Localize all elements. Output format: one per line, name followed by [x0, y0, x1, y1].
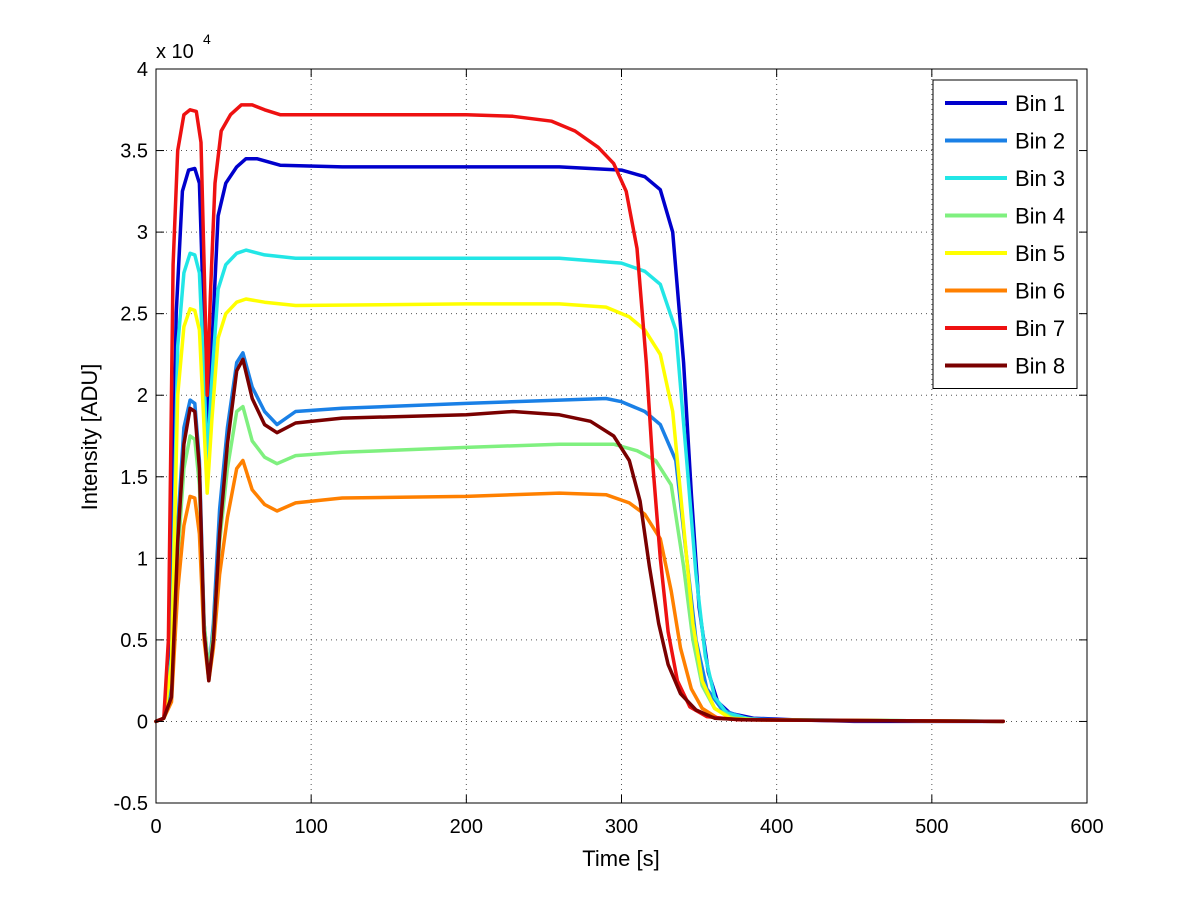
y-tick-label: 1	[137, 548, 148, 570]
y-tick-label: 2	[137, 385, 148, 407]
series-line-bin-3	[154, 248, 1005, 724]
plot-area	[156, 69, 1087, 803]
ticks	[155, 68, 1088, 804]
y-tick-label: 3	[137, 222, 148, 244]
legend-label: Bin 4	[1015, 204, 1065, 229]
y-axis-label: Intensity [ADU]	[77, 364, 102, 511]
series-line-bin-5	[154, 297, 1005, 724]
x-axis-label: Time [s]	[582, 846, 659, 871]
series-line-bin-8	[154, 357, 1005, 724]
series-line-bin-6	[154, 458, 1005, 724]
series-layer	[154, 103, 1005, 724]
x-tick-label: 300	[605, 816, 638, 838]
y-tick-label: -0.5	[114, 793, 148, 815]
tick-labels: 0 100 200 300 400 500 600-0.500.511.522.533.54	[114, 59, 1104, 838]
y-exponent-power: 4	[203, 31, 211, 47]
x-tick-label: 0	[150, 816, 161, 838]
x-tick-label: 200	[450, 816, 483, 838]
y-tick-label: 0.5	[120, 630, 148, 652]
x-tick-label: 500	[915, 816, 948, 838]
y-tick-label: 3.5	[120, 141, 148, 163]
legend-label: Bin 8	[1015, 354, 1065, 379]
y-tick-label: 1.5	[120, 467, 148, 489]
legend-label: Bin 2	[1015, 129, 1065, 154]
grid	[156, 69, 1087, 803]
y-tick-label: 0	[137, 711, 148, 733]
legend-label: Bin 1	[1015, 91, 1065, 116]
legend-label: Bin 3	[1015, 166, 1065, 191]
x-tick-label: 400	[760, 816, 793, 838]
legend-box	[932, 79, 1078, 389]
legend-label: Bin 7	[1015, 316, 1065, 341]
legend-label: Bin 6	[1015, 279, 1065, 304]
legend: Bin 1 Bin 2 Bin 3 Bin 4 Bin 5 Bin 6 Bin 7 Bin 8	[932, 79, 1078, 389]
y-tick-label: 4	[137, 59, 148, 81]
y-tick-label: 2.5	[120, 304, 148, 326]
series-line-bin-4	[154, 404, 1005, 724]
x-tick-label: 100	[294, 816, 327, 838]
series-line-bin-7	[154, 103, 1005, 724]
x-tick-label: 600	[1070, 816, 1103, 838]
legend-label: Bin 5	[1015, 241, 1065, 266]
y-exponent-label: x 10	[156, 41, 194, 63]
